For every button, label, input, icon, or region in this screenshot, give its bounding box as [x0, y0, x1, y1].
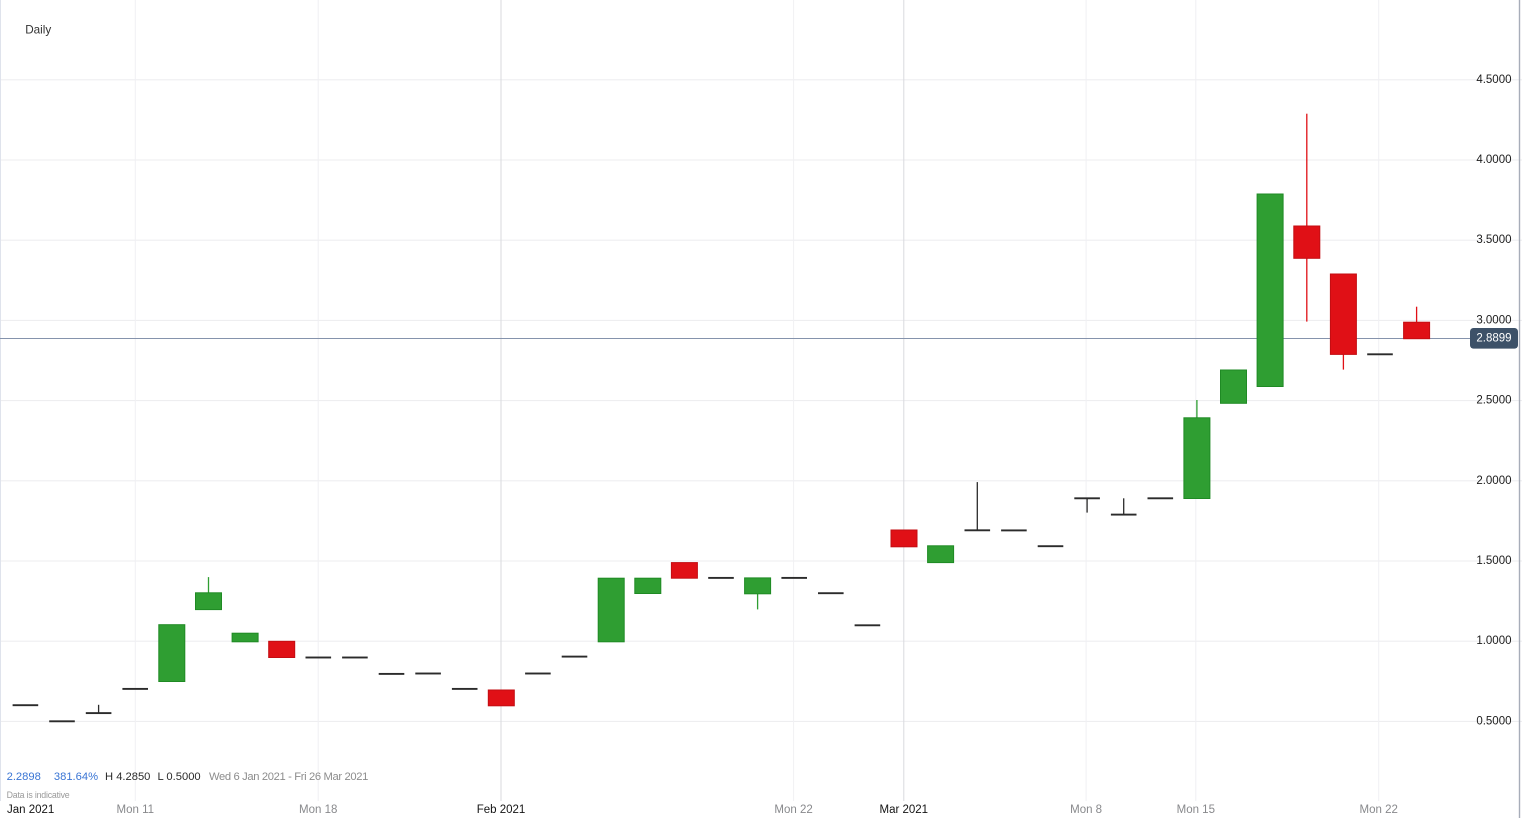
svg-text:Mon 8: Mon 8	[1070, 804, 1102, 816]
svg-text:2.2898: 2.2898	[7, 771, 41, 783]
svg-text:1.5000: 1.5000	[1476, 555, 1511, 567]
svg-text:Mon 15: Mon 15	[1177, 804, 1215, 816]
svg-text:Jan 2021: Jan 2021	[7, 804, 54, 816]
svg-text:Data is indicative: Data is indicative	[7, 790, 70, 800]
svg-text:Mon 22: Mon 22	[1360, 804, 1398, 816]
svg-text:2.0000: 2.0000	[1476, 475, 1511, 487]
svg-text:0.5000: 0.5000	[1476, 715, 1511, 727]
svg-text:2.5000: 2.5000	[1476, 395, 1511, 407]
svg-text:Wed 6 Jan 2021 - Fri 26 Mar 20: Wed 6 Jan 2021 - Fri 26 Mar 2021	[209, 771, 368, 783]
svg-text:Feb 2021: Feb 2021	[477, 804, 526, 816]
svg-text:Mon 11: Mon 11	[117, 804, 155, 816]
svg-text:L 0.5000: L 0.5000	[158, 771, 201, 783]
svg-text:4.0000: 4.0000	[1476, 154, 1511, 166]
svg-text:1.0000: 1.0000	[1476, 635, 1511, 647]
svg-text:2.8899: 2.8899	[1476, 333, 1511, 345]
svg-text:H 4.2850: H 4.2850	[105, 771, 150, 783]
svg-text:4.5000: 4.5000	[1476, 74, 1511, 86]
svg-text:Mon 18: Mon 18	[299, 804, 337, 816]
svg-text:381.64%: 381.64%	[54, 771, 98, 783]
svg-text:Mon 22: Mon 22	[774, 804, 812, 816]
svg-text:Daily: Daily	[25, 24, 51, 37]
svg-text:3.0000: 3.0000	[1476, 314, 1511, 326]
svg-text:3.5000: 3.5000	[1476, 234, 1511, 246]
svg-text:Mar 2021: Mar 2021	[880, 804, 929, 816]
